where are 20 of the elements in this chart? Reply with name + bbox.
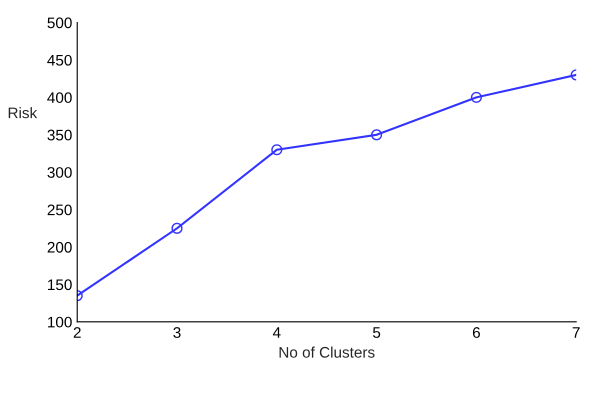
y-axis-title: Risk (8, 107, 38, 118)
y-tick-label: 500 (47, 17, 72, 28)
point (470, 92, 482, 103)
y-tick-label: 200 (48, 242, 72, 253)
x-tick-label: 5 (372, 327, 380, 338)
point (371, 129, 382, 140)
x-tick-label: 2 (74, 327, 81, 338)
y-tick-label: 300 (47, 167, 72, 178)
y-tick-label: 400 (47, 92, 72, 104)
x-axis-title: No of Clusters (280, 346, 375, 358)
y-tick-label: 150 (48, 279, 72, 290)
x-tick-label: 7 (572, 327, 580, 338)
y-tick-label: 350 (47, 130, 72, 140)
x-tick-label: 3 (173, 327, 181, 338)
y-tick-label: 250 (48, 204, 72, 216)
y-tick-label: 450 (47, 54, 72, 66)
x-tick-label: 6 (472, 327, 480, 338)
point (271, 144, 282, 156)
x-tick-label: 4 (272, 327, 281, 338)
y-tick-label: 100 (48, 316, 72, 328)
